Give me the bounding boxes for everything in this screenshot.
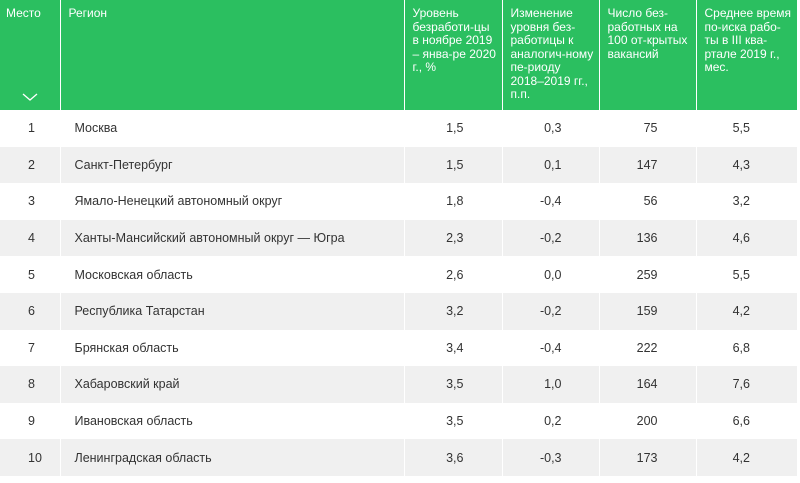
region-cell: Московская область — [60, 256, 405, 293]
search-time-cell: 4,2 — [696, 439, 797, 476]
rate-cell: 3,6 — [404, 439, 503, 476]
rate-cell: 2,3 — [404, 219, 503, 257]
change-cell: -0,3 — [502, 439, 600, 476]
search-time-cell: 5,5 — [732, 121, 750, 136]
change-cell: -0,4 — [502, 329, 600, 367]
table-row: 5 Московская область 2,6 0,0 259 5,5 — [0, 256, 797, 293]
header-search-time-label: Среднее время по-иска рабо-ты в III ква-… — [704, 6, 792, 74]
rank-cell: 1 — [0, 110, 61, 147]
header-unemployment-rate-label: Уровень безработи-цы в ноябре 2019 – янв… — [412, 6, 496, 74]
vacancies-cell: 136 — [599, 219, 697, 257]
region-cell: Республика Татарстан — [60, 292, 405, 330]
vacancies-cell: 222 — [599, 329, 697, 367]
header-row: Место Регион Уровень безработи-цы в нояб… — [0, 0, 797, 110]
vacancies-cell: 164 — [599, 366, 697, 403]
header-unemployment-rate[interactable]: Уровень безработи-цы в ноябре 2019 – янв… — [404, 0, 503, 110]
region-cell: Ямало-Ненецкий автономный округ — [60, 183, 405, 220]
table-body: 1 Москва 1,5 0,3 75 5,5 2 Санкт-Петербур… — [0, 110, 797, 476]
rate-cell: 1,5 — [404, 146, 503, 184]
table-row: 2 Санкт-Петербург 1,5 0,1 147 4,3 — [0, 146, 797, 184]
region-cell: Ханты-Мансийский автономный округ — Югра — [60, 219, 405, 257]
region-cell: Хабаровский край — [60, 366, 405, 403]
table-header: Место Регион Уровень безработи-цы в нояб… — [0, 0, 797, 110]
vacancies-cell: 259 — [599, 256, 697, 293]
chevron-down-icon[interactable] — [22, 92, 38, 102]
table-row: 1 Москва 1,5 0,3 75 5,5 — [0, 110, 797, 147]
table-row: 4 Ханты-Мансийский автономный округ — Юг… — [0, 219, 797, 257]
region-cell: Санкт-Петербург — [60, 146, 405, 184]
table-row: 6 Республика Татарстан 3,2 -0,2 159 4,2 — [0, 292, 797, 330]
vacancies-cell: 159 — [599, 292, 697, 330]
rank-cell: 6 — [0, 292, 61, 330]
header-rate-change-label: Изменение уровня без-работицы к аналогич… — [510, 6, 594, 101]
rate-cell: 2,6 — [404, 256, 503, 293]
change-cell: 0,0 — [502, 256, 600, 293]
change-cell: -0,4 — [502, 183, 600, 220]
header-rank-label: Место — [6, 6, 41, 20]
change-cell: 0,3 — [502, 110, 600, 147]
change-cell: 0,2 — [502, 402, 600, 440]
change-cell: 0,1 — [502, 146, 600, 184]
vacancies-cell: 56 — [599, 183, 697, 220]
rate-cell: 3,4 — [404, 329, 503, 367]
rate-cell: 1,5 — [404, 110, 503, 147]
rate-cell: 3,5 — [404, 366, 503, 403]
rank-cell: 7 — [0, 329, 61, 367]
region-cell: Ленинградская область — [60, 439, 405, 476]
table-row: 9 Ивановская область 3,5 0,2 200 6,6 — [0, 402, 797, 440]
search-time-cell: 3,2 — [732, 194, 750, 209]
vacancies-cell: 200 — [599, 402, 697, 440]
table-row: 3 Ямало-Ненецкий автономный округ 1,8 -0… — [0, 183, 797, 220]
rank-cell: 10 — [0, 439, 61, 476]
search-time-cell: 4,3 — [696, 146, 797, 184]
rate-cell: 3,5 — [404, 402, 503, 440]
rank-cell: 2 — [0, 146, 61, 184]
search-time-cell: 4,2 — [696, 292, 797, 330]
table-row: 10 Ленинградская область 3,6 -0,3 173 4,… — [0, 439, 797, 476]
rank-cell: 9 — [0, 402, 61, 440]
rank-cell: 4 — [0, 219, 61, 257]
search-time-cell: 5,5 — [732, 267, 750, 282]
change-cell: 1,0 — [502, 366, 600, 403]
region-cell: Ивановская область — [60, 402, 405, 440]
header-unemployed-per-vacancies[interactable]: Число без-работных на 100 от-крытых вака… — [599, 0, 697, 110]
header-rate-change[interactable]: Изменение уровня без-работицы к аналогич… — [502, 0, 600, 110]
search-time-cell: 7,6 — [696, 366, 797, 403]
rate-cell: 1,8 — [404, 183, 503, 220]
table-row: 8 Хабаровский край 3,5 1,0 164 7,6 — [0, 366, 797, 403]
region-cell: Брянская область — [60, 329, 405, 367]
vacancies-cell: 147 — [599, 146, 697, 184]
header-search-time[interactable]: Среднее время по-иска рабо-ты в III ква-… — [696, 0, 797, 110]
rank-cell: 8 — [0, 366, 61, 403]
search-time-cell: 4,6 — [696, 219, 797, 257]
change-cell: -0,2 — [502, 219, 600, 257]
vacancies-cell: 173 — [599, 439, 697, 476]
table-row: 7 Брянская область 3,4 -0,4 222 6,8 — [0, 329, 797, 367]
vacancies-cell: 75 — [599, 110, 697, 147]
rank-cell: 5 — [0, 256, 61, 293]
header-rank[interactable]: Место — [0, 0, 61, 110]
header-unemployed-per-vacancies-label: Число без-работных на 100 от-крытых вака… — [607, 6, 688, 61]
region-cell: Москва — [60, 110, 405, 147]
search-time-cell: 6,6 — [732, 414, 750, 429]
rank-cell: 3 — [0, 183, 61, 220]
header-region-label: Регион — [68, 6, 108, 20]
header-region[interactable]: Регион — [60, 0, 405, 110]
search-time-cell: 6,8 — [732, 340, 750, 355]
change-cell: -0,2 — [502, 292, 600, 330]
rate-cell: 3,2 — [404, 292, 503, 330]
